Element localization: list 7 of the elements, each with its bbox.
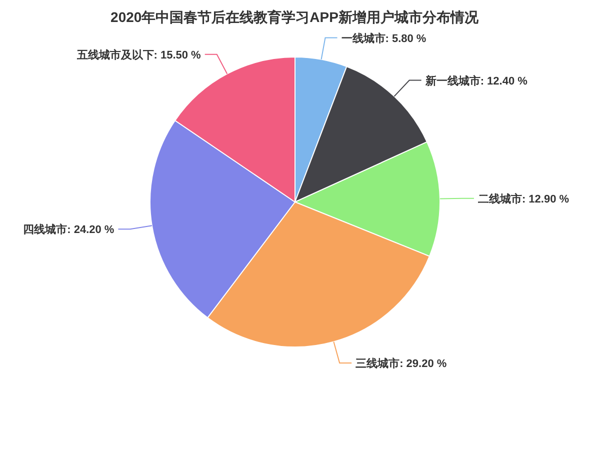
slice-label: 二线城市: 12.90 % xyxy=(478,192,570,206)
slice-label: 三线城市: 29.20 % xyxy=(356,356,447,370)
slice-label: 四线城市: 24.20 % xyxy=(23,223,114,236)
slice-label: 五线城市及以下: 15.50 % xyxy=(76,48,202,62)
slice-label: 新一线城市: 12.40 % xyxy=(424,74,528,88)
slice-label: 一线城市: 5.80 % xyxy=(341,32,426,45)
chart-title: 2020年中国春节后在线教育学习APP新增用户城市分布情况 xyxy=(110,9,480,25)
